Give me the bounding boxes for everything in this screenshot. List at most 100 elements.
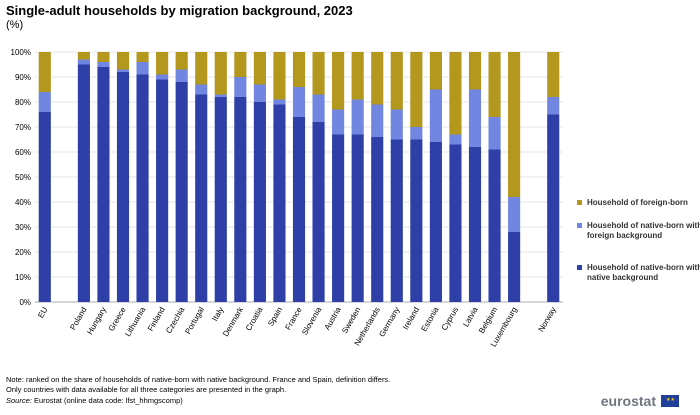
bar-segment <box>136 52 149 62</box>
y-tick-label: 10% <box>15 273 31 282</box>
bar-segment <box>351 134 364 302</box>
bar-segment <box>332 109 345 135</box>
bar-segment <box>253 84 266 102</box>
y-tick-label: 80% <box>15 98 31 107</box>
chart-title: Single-adult households by migration bac… <box>6 3 353 18</box>
y-tick-label: 70% <box>15 123 31 132</box>
bar-segment <box>410 139 423 302</box>
y-tick-label: 50% <box>15 173 31 182</box>
bar-segment <box>156 52 169 75</box>
bar-segment <box>214 97 227 302</box>
bar-segment <box>508 197 521 232</box>
y-axis-ticks: 0% 10% 20% 30% 40% 50% 60% 70% 80% 90% 100% <box>11 48 31 307</box>
bar-segment <box>136 74 149 302</box>
x-tick-label: Cyprus <box>440 306 460 332</box>
y-tick-label: 30% <box>15 223 31 232</box>
bar-segment <box>468 147 482 302</box>
x-axis-ticks: EU PolandHungaryGreeceLithuaniaFinlandCze… <box>36 305 558 349</box>
bar-segment <box>429 89 442 142</box>
x-tick-label: Norway <box>537 306 558 334</box>
bar-segment <box>292 117 306 302</box>
bar-segment <box>332 52 345 110</box>
bar-segment <box>38 112 51 302</box>
bar-segment <box>195 94 208 302</box>
x-tick-label: Hungary <box>85 306 108 337</box>
bar-segment <box>410 52 423 127</box>
legend: Household of native-born with native back… <box>577 198 700 282</box>
bar-segment <box>77 52 90 60</box>
bar-segment <box>97 67 110 302</box>
source-label: Source: <box>6 396 32 405</box>
bar-segment <box>410 127 423 140</box>
bar-segment <box>234 97 247 302</box>
bar-segment <box>97 52 110 62</box>
bar-segment <box>351 99 364 135</box>
bar-segment <box>97 62 110 67</box>
bar-segment <box>116 72 130 302</box>
bar-segment <box>273 99 286 105</box>
bar-segment <box>429 142 442 302</box>
bar-segment <box>488 52 501 117</box>
x-tick-label: Austria <box>323 305 344 332</box>
bar-segment <box>214 52 227 95</box>
bar-segment <box>312 122 325 302</box>
chart-source: Source: Eurostat (online data code: lfst… <box>6 396 183 405</box>
x-tick-label: Croatia <box>244 305 265 332</box>
y-tick-label: 90% <box>15 73 31 82</box>
bar-segment <box>312 52 325 95</box>
bar-segment <box>468 89 482 147</box>
bar-segment <box>488 149 501 302</box>
source-text: Eurostat (online data code: lfst_hhmgsco… <box>31 396 183 405</box>
bar-segment <box>116 69 130 72</box>
bar-segment <box>38 92 51 112</box>
bar-segment <box>390 109 403 140</box>
bar-segment <box>351 52 364 100</box>
bar-segment <box>449 144 462 302</box>
x-tick-label: EU <box>36 305 49 319</box>
bar-segment <box>371 52 384 105</box>
bar-segment <box>390 52 403 110</box>
x-tick-label: Poland <box>68 306 88 332</box>
bar-segment <box>234 77 247 97</box>
legend-swatch <box>577 265 582 270</box>
x-tick-label: Ireland <box>401 306 421 332</box>
legend-swatch <box>577 223 582 228</box>
bar-segment <box>390 139 403 302</box>
x-tick-label: Slovenia <box>300 305 323 337</box>
bar-segment <box>292 87 306 117</box>
stacked-bar-chart: 0% 10% 20% 30% 40% 50% 60% 70% 80% 90% 100% EU Pola… <box>11 48 700 349</box>
note-line-2: Only countries with data available for a… <box>6 385 287 394</box>
bar-segment <box>214 94 227 97</box>
legend-swatch <box>577 200 582 205</box>
x-tick-label: Greece <box>107 305 128 333</box>
bar-segment <box>116 52 130 70</box>
x-tick-label: Latvia <box>461 305 480 328</box>
x-tick-label: Italy <box>210 306 225 323</box>
y-tick-label: 40% <box>15 198 31 207</box>
y-tick-label: 0% <box>19 298 31 307</box>
legend-label: Household of native-born with foreign bac… <box>587 221 700 240</box>
y-tick-label: 20% <box>15 248 31 257</box>
chart-notes: Note: ranked on the share of households … <box>6 375 390 395</box>
bar-segment <box>547 97 560 115</box>
bar-segment <box>371 104 384 137</box>
bar-segment <box>273 104 286 302</box>
bar-segment <box>77 59 90 65</box>
bar-segment <box>508 52 521 197</box>
bar-segment <box>547 114 560 302</box>
bar-segment <box>175 69 188 82</box>
bar-segment <box>449 52 462 135</box>
bar-segment <box>449 134 462 145</box>
bar-segment <box>488 117 501 150</box>
bar-segment <box>175 52 188 70</box>
x-tick-label: France <box>283 305 304 332</box>
bar-segment <box>468 52 482 90</box>
x-tick-label: Portugal <box>183 305 206 335</box>
bar-segment <box>253 102 266 302</box>
eurostat-logo: eurostat <box>600 393 656 409</box>
y-tick-label: 60% <box>15 148 31 157</box>
bar-segment <box>371 137 384 302</box>
note-line-1: Note: ranked on the share of households … <box>6 375 391 384</box>
chart-subtitle: (%) <box>6 19 24 31</box>
legend-label: Household of native-born with native back… <box>587 263 700 282</box>
